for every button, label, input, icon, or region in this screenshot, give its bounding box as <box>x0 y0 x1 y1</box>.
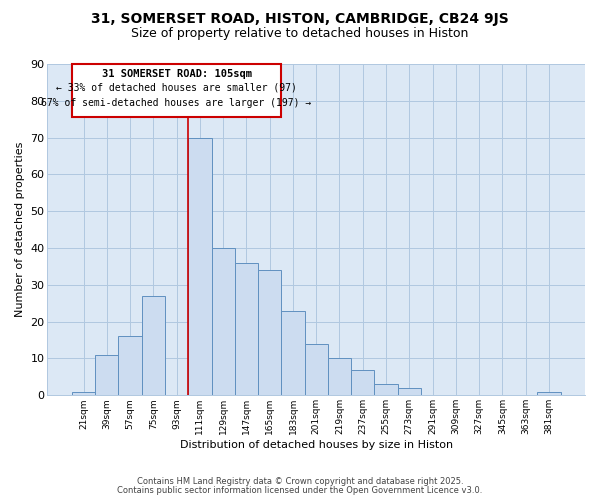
Bar <box>305 344 328 396</box>
Bar <box>351 370 374 396</box>
Bar <box>258 270 281 396</box>
Bar <box>235 263 258 396</box>
Text: Contains public sector information licensed under the Open Government Licence v3: Contains public sector information licen… <box>118 486 482 495</box>
Y-axis label: Number of detached properties: Number of detached properties <box>15 142 25 318</box>
Text: 67% of semi-detached houses are larger (197) →: 67% of semi-detached houses are larger (… <box>41 98 312 108</box>
Bar <box>72 392 95 396</box>
Bar <box>72 64 281 118</box>
Bar <box>95 355 118 396</box>
Bar <box>537 392 560 396</box>
Bar <box>328 358 351 396</box>
Bar <box>398 388 421 396</box>
Text: Contains HM Land Registry data © Crown copyright and database right 2025.: Contains HM Land Registry data © Crown c… <box>137 477 463 486</box>
Text: Size of property relative to detached houses in Histon: Size of property relative to detached ho… <box>131 28 469 40</box>
Text: 31, SOMERSET ROAD, HISTON, CAMBRIDGE, CB24 9JS: 31, SOMERSET ROAD, HISTON, CAMBRIDGE, CB… <box>91 12 509 26</box>
Bar <box>374 384 398 396</box>
Bar <box>118 336 142 396</box>
Text: 31 SOMERSET ROAD: 105sqm: 31 SOMERSET ROAD: 105sqm <box>101 70 251 80</box>
Bar <box>142 296 165 396</box>
Bar <box>212 248 235 396</box>
Bar <box>281 310 305 396</box>
Text: ← 33% of detached houses are smaller (97): ← 33% of detached houses are smaller (97… <box>56 83 297 93</box>
X-axis label: Distribution of detached houses by size in Histon: Distribution of detached houses by size … <box>179 440 453 450</box>
Bar <box>188 138 212 396</box>
